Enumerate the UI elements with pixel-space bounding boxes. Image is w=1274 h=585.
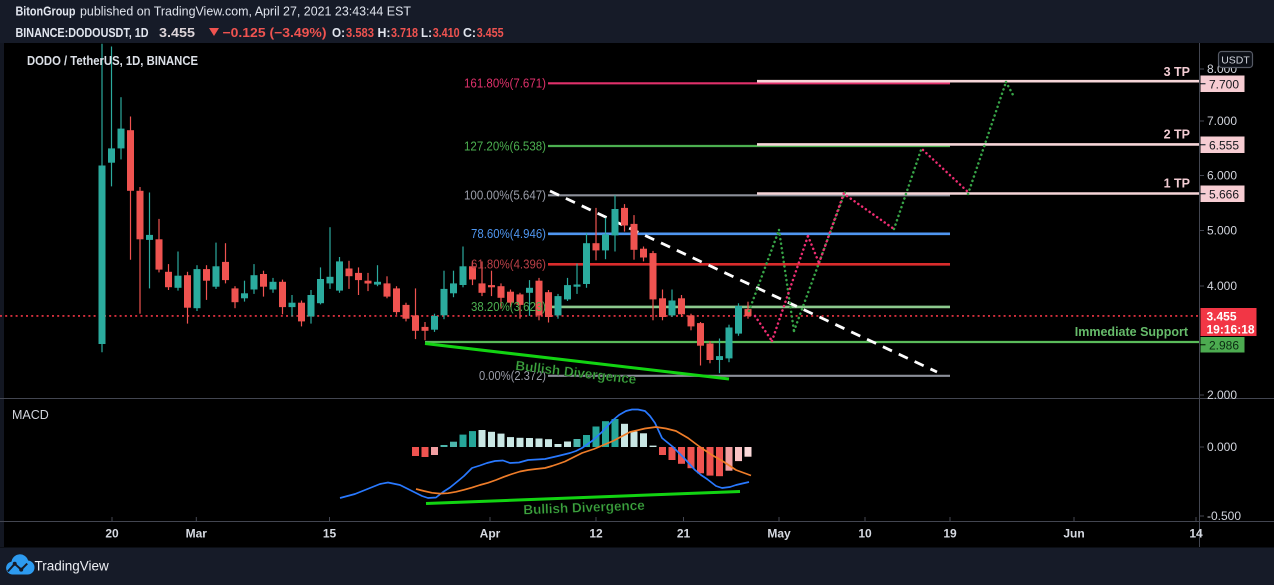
svg-text:Immediate Support: Immediate Support bbox=[1075, 325, 1189, 339]
svg-text:38.20%(3.623): 38.20%(3.623) bbox=[471, 300, 546, 314]
svg-text:0.000: 0.000 bbox=[1207, 440, 1237, 454]
svg-text:Mar: Mar bbox=[186, 527, 208, 541]
svg-text:published on TradingView.com,: published on TradingView.com, April 27, … bbox=[80, 5, 411, 19]
svg-text:3 TP: 3 TP bbox=[1164, 65, 1190, 79]
svg-text:3.455: 3.455 bbox=[1207, 310, 1237, 324]
svg-text:5.000: 5.000 bbox=[1207, 224, 1237, 238]
svg-text:61.80%(4.396): 61.80%(4.396) bbox=[471, 258, 546, 272]
svg-text:7.700: 7.700 bbox=[1209, 77, 1239, 91]
svg-text:21: 21 bbox=[677, 527, 691, 541]
svg-text:BINANCE:DODOUSDT, 1D: BINANCE:DODOUSDT, 1D bbox=[16, 25, 149, 40]
svg-text:Bullish Divergence: Bullish Divergence bbox=[523, 498, 646, 518]
svg-text:15: 15 bbox=[323, 527, 337, 541]
svg-text:-0.500: -0.500 bbox=[1207, 509, 1241, 523]
svg-text:L:: L: bbox=[421, 25, 432, 40]
svg-text:19: 19 bbox=[943, 527, 957, 541]
svg-text:100.00%(5.647): 100.00%(5.647) bbox=[464, 189, 546, 203]
svg-text:2.000: 2.000 bbox=[1207, 388, 1237, 402]
svg-text:127.20%(6.538): 127.20%(6.538) bbox=[464, 139, 546, 153]
svg-text:2 TP: 2 TP bbox=[1164, 128, 1190, 142]
svg-text:12: 12 bbox=[589, 527, 603, 541]
svg-text:O:: O: bbox=[332, 25, 345, 40]
svg-text:3.410: 3.410 bbox=[433, 25, 460, 40]
svg-text:DODO / TetherUS, 1D, BINANCE: DODO / TetherUS, 1D, BINANCE bbox=[27, 54, 198, 68]
svg-text:6.555: 6.555 bbox=[1209, 138, 1239, 152]
svg-text:Apr: Apr bbox=[480, 527, 501, 541]
svg-text:May: May bbox=[767, 527, 791, 541]
svg-text:5.666: 5.666 bbox=[1209, 187, 1239, 201]
svg-text:H:: H: bbox=[378, 25, 391, 40]
svg-text:2.986: 2.986 bbox=[1209, 338, 1239, 352]
svg-text:161.80%(7.671): 161.80%(7.671) bbox=[464, 77, 546, 91]
svg-text:10: 10 bbox=[858, 527, 872, 541]
svg-text:C:: C: bbox=[463, 25, 476, 40]
svg-text:4.000: 4.000 bbox=[1207, 279, 1237, 293]
svg-text:7.000: 7.000 bbox=[1207, 114, 1237, 128]
svg-text:6.000: 6.000 bbox=[1207, 169, 1237, 183]
svg-text:3.455: 3.455 bbox=[477, 25, 504, 40]
svg-text:−0.125 (−3.49%): −0.125 (−3.49%) bbox=[223, 25, 327, 40]
svg-text:78.60%(4.946): 78.60%(4.946) bbox=[471, 227, 546, 241]
svg-text:3.583: 3.583 bbox=[346, 25, 374, 40]
svg-text:3.455: 3.455 bbox=[159, 25, 195, 40]
svg-text:USDT: USDT bbox=[1221, 55, 1250, 67]
svg-text:14: 14 bbox=[1189, 527, 1203, 541]
svg-text:MACD: MACD bbox=[12, 408, 49, 422]
svg-text:19:16:18: 19:16:18 bbox=[1207, 323, 1255, 337]
svg-text:1 TP: 1 TP bbox=[1164, 177, 1190, 191]
svg-text:3.718: 3.718 bbox=[391, 25, 418, 40]
svg-text:BitonGroup: BitonGroup bbox=[16, 5, 76, 19]
svg-text:0.00%(2.372): 0.00%(2.372) bbox=[479, 369, 546, 383]
svg-text:20: 20 bbox=[105, 527, 119, 541]
svg-text:TradingView: TradingView bbox=[35, 559, 110, 574]
svg-text:Jun: Jun bbox=[1063, 527, 1084, 541]
